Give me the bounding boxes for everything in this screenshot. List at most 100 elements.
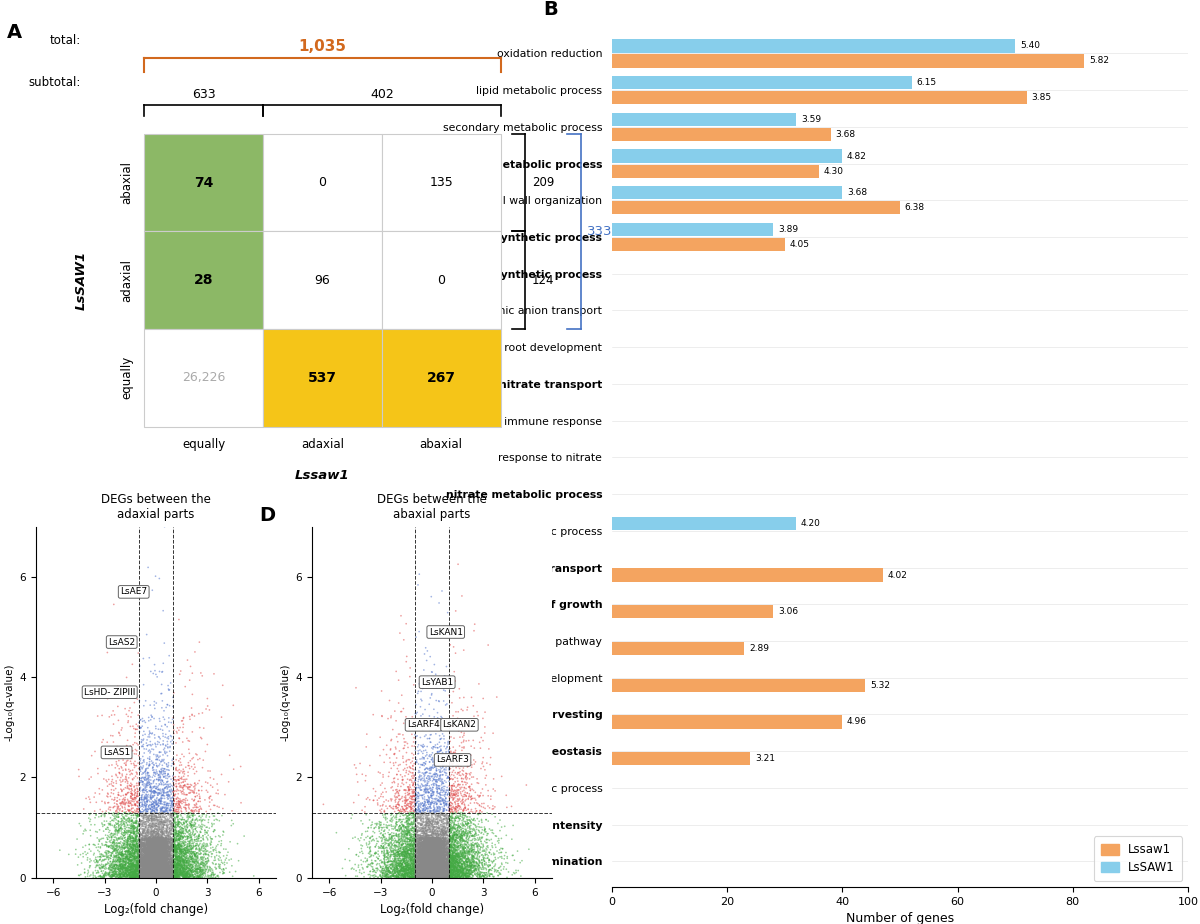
Point [440, 868, 460, 882]
Point [182, 832, 202, 846]
Point [184, 817, 203, 832]
Point [364, 868, 383, 882]
Point [180, 819, 199, 833]
Point [178, 869, 197, 883]
Point [137, 868, 156, 882]
Point [190, 846, 209, 861]
Point [154, 814, 173, 829]
Point [420, 828, 439, 843]
Point [409, 862, 428, 877]
Point [144, 806, 163, 821]
Point [146, 851, 166, 866]
Point [113, 858, 132, 873]
Point [150, 785, 169, 800]
Point [422, 835, 442, 850]
Point [404, 739, 424, 754]
Point [426, 833, 445, 847]
Point [420, 869, 439, 883]
Point [420, 853, 439, 868]
Point [131, 862, 150, 877]
Point [102, 869, 121, 883]
Point [424, 842, 443, 857]
Point [121, 837, 140, 852]
Point [143, 870, 162, 885]
Point [419, 867, 438, 881]
Point [161, 863, 180, 878]
Point [418, 853, 437, 868]
Point [445, 859, 464, 874]
Point [389, 812, 408, 827]
Point [108, 870, 127, 885]
Point [148, 864, 167, 879]
Point [395, 783, 414, 797]
Point [160, 856, 179, 870]
Point [170, 825, 190, 840]
Point [163, 868, 182, 882]
Point [439, 842, 458, 857]
Point [415, 844, 434, 858]
Point [407, 802, 426, 817]
Point [113, 784, 132, 798]
Point [412, 692, 431, 707]
Point [428, 855, 448, 869]
Point [136, 845, 155, 860]
Point [408, 838, 427, 853]
Point [412, 842, 431, 857]
Point [450, 868, 469, 882]
Point [139, 834, 158, 849]
Point [157, 855, 176, 869]
Point [166, 842, 185, 857]
Point [116, 857, 136, 871]
Point [456, 841, 475, 856]
Point [427, 831, 446, 845]
Point [132, 828, 151, 843]
Point [449, 758, 468, 772]
Point [421, 859, 440, 874]
Point [445, 745, 464, 760]
Point [408, 828, 427, 843]
Point [426, 840, 445, 855]
Point [197, 701, 216, 716]
Point [379, 870, 398, 885]
Point [140, 851, 160, 866]
Point [149, 831, 168, 845]
Point [449, 765, 468, 780]
Point [492, 820, 511, 834]
Point [119, 851, 138, 866]
Point [154, 835, 173, 850]
Point [133, 853, 152, 868]
Point [428, 857, 448, 872]
Point [395, 824, 414, 839]
Point [416, 820, 436, 834]
Point [126, 851, 145, 866]
Point [416, 868, 436, 882]
Point [146, 868, 166, 882]
Point [142, 845, 161, 859]
Point [344, 758, 364, 772]
Point [420, 860, 439, 875]
Point [97, 763, 116, 778]
Point [415, 834, 434, 849]
Point [137, 855, 156, 869]
Point [142, 853, 161, 868]
Point [395, 868, 414, 882]
Point [458, 866, 478, 881]
Point [427, 854, 446, 869]
Point [137, 856, 156, 870]
Point [127, 836, 146, 851]
Point [151, 851, 170, 866]
Point [104, 786, 124, 801]
Point [190, 862, 209, 877]
Point [96, 821, 115, 836]
Point [377, 869, 396, 884]
Point [418, 859, 437, 874]
Point [140, 867, 160, 881]
Point [448, 858, 467, 873]
Point [144, 854, 163, 869]
Point [425, 857, 444, 872]
Point [409, 794, 428, 808]
Point [150, 857, 169, 871]
Point [133, 850, 152, 865]
Point [442, 811, 461, 826]
Point [144, 858, 163, 873]
